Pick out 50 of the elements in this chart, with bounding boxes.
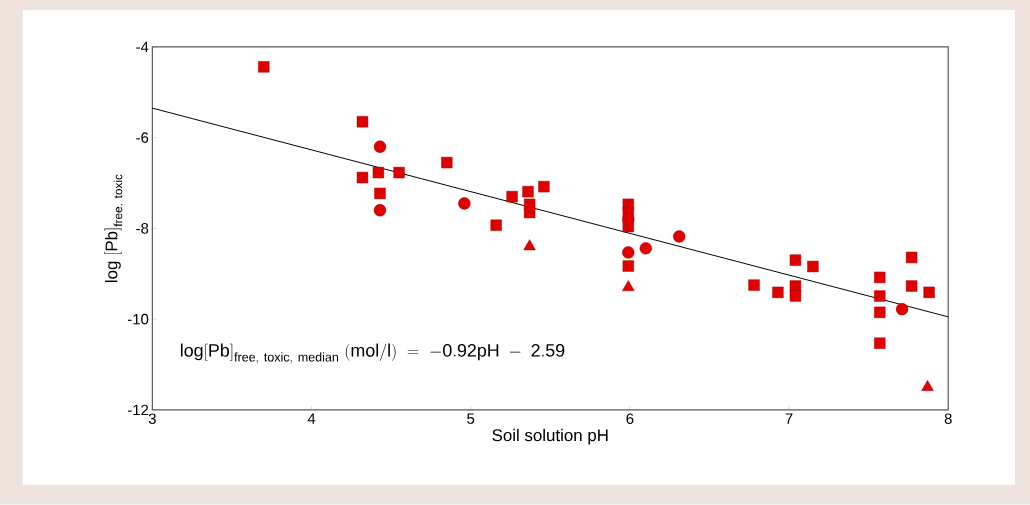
point <box>393 167 405 179</box>
x-tick-label: 6 <box>626 413 634 425</box>
point <box>522 186 534 198</box>
point <box>874 271 886 284</box>
point <box>373 140 387 154</box>
y-tick-label: -4 <box>136 41 149 53</box>
y-axis-title: $\mathrm{log\ [Pb]}_{\mathrm{free,\ toxic}}$ <box>104 174 125 283</box>
point <box>874 290 886 302</box>
point <box>506 191 518 203</box>
point <box>874 306 886 319</box>
x-tick-label: 3 <box>148 413 156 425</box>
x-tick-label: 8 <box>944 413 952 425</box>
point <box>622 213 635 226</box>
point <box>807 261 819 273</box>
x-tick-label: 4 <box>307 413 316 424</box>
point <box>905 280 918 292</box>
point <box>374 187 386 200</box>
point <box>622 260 634 272</box>
point <box>441 157 453 169</box>
y-tick-label: -8 <box>136 223 149 234</box>
point <box>905 251 918 264</box>
point <box>490 219 502 232</box>
point <box>356 172 369 184</box>
point <box>923 286 935 299</box>
point <box>523 207 536 219</box>
point <box>639 242 652 255</box>
point <box>622 246 635 259</box>
point <box>789 290 802 302</box>
y-tick-label: -6 <box>136 132 149 144</box>
point <box>538 181 550 193</box>
point <box>372 167 385 179</box>
point <box>748 279 760 291</box>
point <box>673 230 686 243</box>
point <box>356 116 369 128</box>
point <box>373 204 387 217</box>
point <box>874 337 886 350</box>
point <box>789 254 802 266</box>
point <box>523 239 536 251</box>
point <box>921 380 934 392</box>
point <box>458 197 471 210</box>
point <box>895 303 909 316</box>
y-tick-label: -10 <box>127 314 149 325</box>
x-tick-label: 7 <box>785 413 793 424</box>
y-tick-label: -12 <box>127 404 149 416</box>
annotation: $\mathrm{log[Pb]}_{\mathrm{free,\ toxic,\ median}}\ \mathrm{(mol/l)\ =\ -0.92pH\ -\ 2.59}$ <box>180 343 565 364</box>
x-tick-label: 5 <box>467 413 475 424</box>
point <box>258 61 270 73</box>
point <box>622 280 635 292</box>
x-axis-title: Soil solution pH <box>492 428 608 445</box>
point <box>772 286 784 299</box>
